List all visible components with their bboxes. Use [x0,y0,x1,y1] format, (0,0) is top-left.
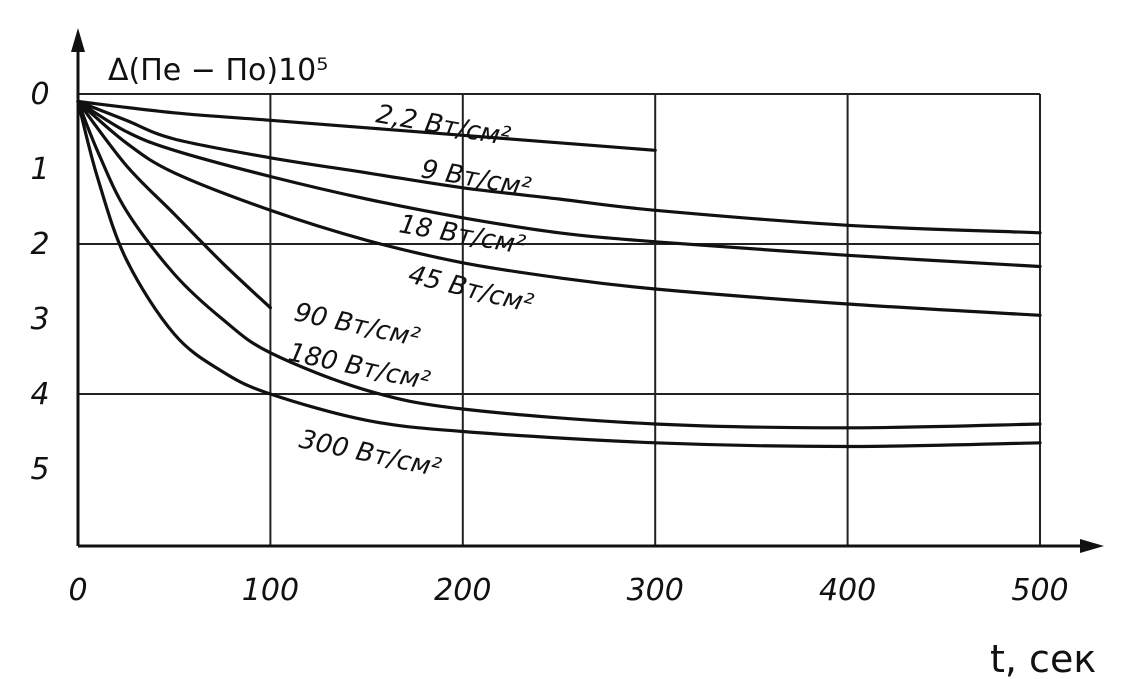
x-tick-label: 100 [242,573,299,608]
series-line-2 [76,99,1042,269]
ticks: 0 100 200 300 400 500 0 1 2 3 4 5 [30,77,1068,608]
series-label-3: 45 Вт/см² [405,260,536,320]
series-label-0: 2,2 Вт/см² [374,99,513,152]
x-tick-label: 500 [1011,573,1068,608]
series-line-6 [76,99,1042,449]
y-tick-label: 1 [30,152,49,187]
series-label-1: 9 Вт/см² [419,154,533,203]
series-line-3 [76,99,1042,317]
series-line-4 [76,99,272,310]
y-tick-label: 0 [30,77,49,112]
y-tick-label: 4 [30,377,49,412]
y-axis-arrow [71,28,85,52]
series-label-6: 300 Вт/см² [297,425,444,484]
x-tick-label: 200 [434,573,491,608]
axes [71,28,1104,553]
x-tick-label: 300 [627,573,684,608]
curves [76,99,1042,449]
series-line-1 [76,99,1042,235]
y-axis-label: Δ(Пe − Пo)10⁵ [108,53,328,88]
x-tick-label: 400 [819,573,876,608]
series-line-0 [76,99,657,152]
y-tick-label: 2 [30,227,49,262]
x-tick-label: 0 [68,573,87,608]
grid [78,93,1041,546]
series-line-5 [76,99,1042,430]
y-tick-label: 5 [30,452,49,487]
x-axis-arrow [1080,539,1104,553]
x-axis-label: t, сек [990,637,1096,679]
y-tick-label: 3 [30,302,49,337]
